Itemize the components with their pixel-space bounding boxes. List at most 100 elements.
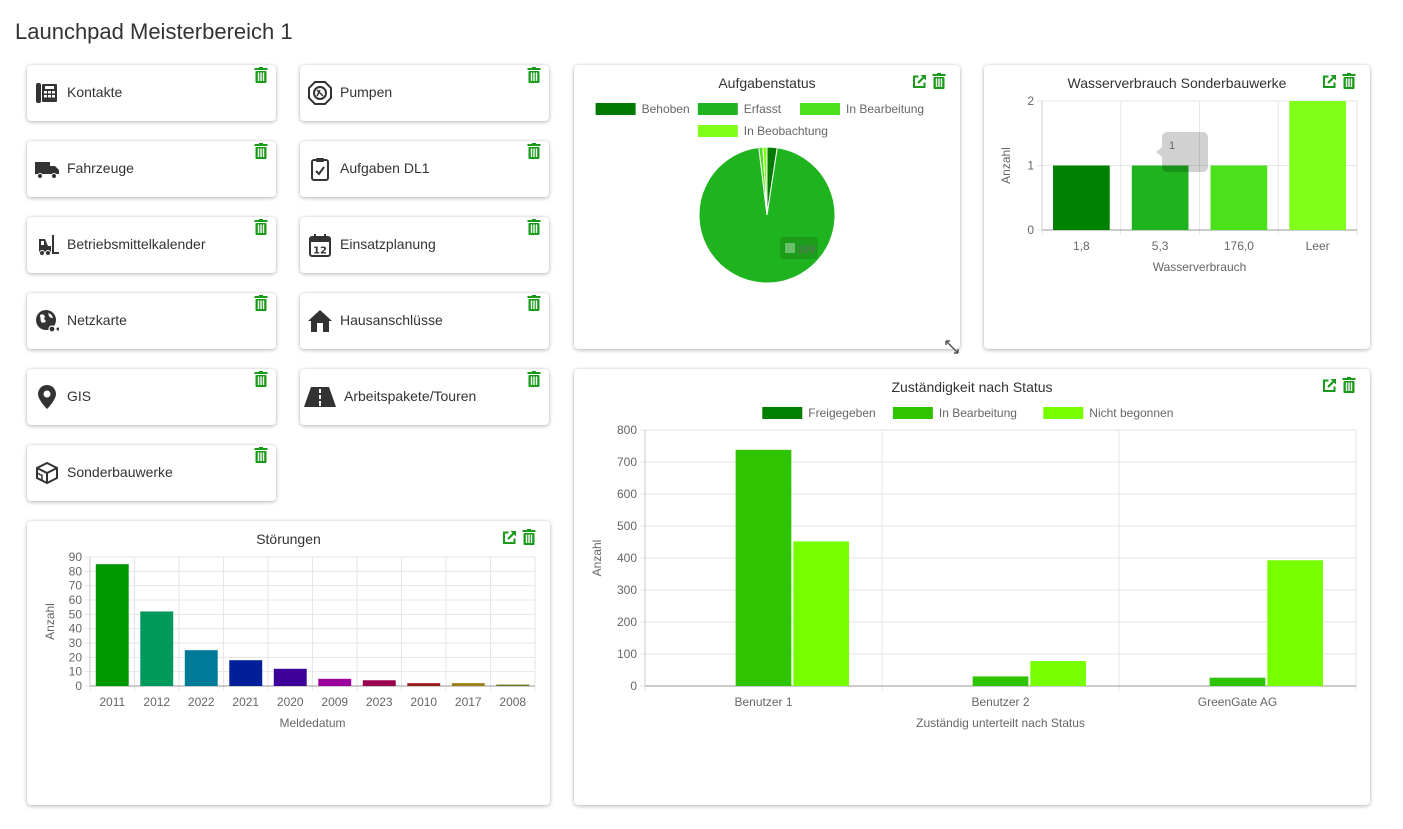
y-tick-label: 300 xyxy=(617,583,637,597)
tooltip-arrow xyxy=(1156,147,1162,157)
tooltip-box xyxy=(780,237,818,259)
tile-einsatzplanung[interactable]: 12 Einsatzplanung xyxy=(300,217,549,273)
trash-icon[interactable] xyxy=(527,219,541,235)
trash-icon[interactable] xyxy=(254,371,268,387)
tile-label: Netzkarte xyxy=(67,312,127,328)
trash-icon[interactable] xyxy=(254,447,268,463)
pie-slice xyxy=(766,146,778,216)
open-external-icon[interactable] xyxy=(912,74,927,89)
trash-icon[interactable] xyxy=(527,295,541,311)
y-tick-label: 20 xyxy=(69,650,83,664)
tile-betriebsmittelkalender[interactable]: Betriebsmittelkalender xyxy=(27,217,276,273)
bar xyxy=(229,660,263,686)
bar xyxy=(735,449,792,686)
pie-slice xyxy=(698,146,836,284)
open-external-icon[interactable] xyxy=(1322,74,1337,89)
legend-label: In Bearbeitung xyxy=(846,102,924,116)
map-marker-icon xyxy=(38,385,56,409)
open-external-icon[interactable] xyxy=(502,530,517,545)
bar xyxy=(1131,165,1189,230)
pump-icon xyxy=(308,81,332,105)
road-icon xyxy=(304,387,336,407)
x-tick-label: 2021 xyxy=(232,695,259,709)
forklift-icon xyxy=(39,235,59,256)
legend-swatch xyxy=(800,103,840,115)
trash-icon[interactable] xyxy=(1342,73,1356,89)
bar xyxy=(1210,165,1268,230)
widget-aufgabenstatus: Aufgabenstatus Behoben Erfasst In Bearbeit… xyxy=(574,65,960,354)
x-tick-label: Benutzer 1 xyxy=(734,695,792,709)
y-tick-label: 400 xyxy=(617,551,637,565)
phone-directory-icon xyxy=(36,83,57,103)
tooltip-box xyxy=(1162,132,1208,172)
x-tick-label: 2020 xyxy=(277,695,304,709)
widget-title: Wasserverbrauch Sonderbauwerke xyxy=(1067,75,1287,91)
legend-swatch xyxy=(762,407,803,419)
tile-sonderbauwerke[interactable]: Sonderbauwerke xyxy=(27,445,276,501)
bar xyxy=(184,650,218,686)
legend-label: In Bearbeitung xyxy=(939,406,1017,420)
bar xyxy=(1209,677,1266,686)
x-axis-label: Meldedatum xyxy=(279,716,345,730)
y-tick-label: 0 xyxy=(1027,223,1034,237)
y-tick-label: 2 xyxy=(1027,94,1034,108)
trash-icon[interactable] xyxy=(527,371,541,387)
x-tick-label: 2012 xyxy=(143,695,170,709)
bar xyxy=(972,676,1029,686)
x-tick-label: 1,8 xyxy=(1073,239,1090,253)
x-tick-label: Benutzer 2 xyxy=(971,695,1029,709)
tile-label: Aufgaben DL1 xyxy=(340,160,430,176)
tile-label: Kontakte xyxy=(67,84,123,100)
y-tick-label: 70 xyxy=(69,579,83,593)
tile-aufgaben-dl1[interactable]: Aufgaben DL1 xyxy=(300,141,549,197)
tooltip-text: 199 xyxy=(797,244,815,256)
legend-swatch xyxy=(595,103,636,115)
legend-label: Freigegeben xyxy=(808,406,875,420)
trash-icon[interactable] xyxy=(254,67,268,83)
tile-label: Hausanschlüsse xyxy=(340,312,443,328)
tile-label: Fahrzeuge xyxy=(67,160,134,176)
trash-icon[interactable] xyxy=(254,143,268,159)
tile-kontakte[interactable]: Kontakte xyxy=(27,65,276,121)
bar xyxy=(1267,560,1324,686)
trash-icon[interactable] xyxy=(1342,377,1356,393)
trash-icon[interactable] xyxy=(254,219,268,235)
bar xyxy=(362,680,396,686)
clipboard-check-icon xyxy=(311,158,329,181)
tile-arbeitspakete-touren[interactable]: Arbeitspakete/Touren xyxy=(300,369,549,425)
trash-icon[interactable] xyxy=(522,529,536,545)
tile-fahrzeuge[interactable]: Fahrzeuge xyxy=(27,141,276,197)
bar xyxy=(496,684,530,686)
bar xyxy=(1289,101,1346,230)
legend-label: Nicht begonnen xyxy=(1089,406,1173,420)
tile-hausanschluesse[interactable]: Hausanschlüsse xyxy=(300,293,549,349)
x-tick-label: Leer xyxy=(1306,239,1330,253)
trash-icon[interactable] xyxy=(254,295,268,311)
resize-icon[interactable] xyxy=(945,340,959,354)
legend-label: Behoben xyxy=(642,102,690,116)
y-tick-label: 200 xyxy=(617,615,637,629)
x-tick-label: 2010 xyxy=(410,695,437,709)
trash-icon[interactable] xyxy=(527,67,541,83)
tile-pumpen[interactable]: Pumpen xyxy=(300,65,549,121)
y-tick-label: 500 xyxy=(617,519,637,533)
tile-netzkarte[interactable]: Netzkarte xyxy=(27,293,276,349)
legend-swatch xyxy=(892,407,933,419)
trash-icon[interactable] xyxy=(932,73,946,89)
trash-icon[interactable] xyxy=(527,143,541,159)
tile-label: Einsatzplanung xyxy=(340,236,436,252)
legend-swatch xyxy=(1043,407,1084,419)
y-axis-label: Anzahl xyxy=(590,540,604,577)
bar-chart: 0 1 2 1,8 5,3 176,0 Leer Wasserverbrauch Anzahl 1 xyxy=(999,94,1358,274)
tile-gis[interactable]: GIS xyxy=(27,369,276,425)
tile-label: Sonderbauwerke xyxy=(67,464,173,480)
legend-label: In Beobachtung xyxy=(744,124,828,138)
bar xyxy=(793,541,850,686)
x-tick-label: 176,0 xyxy=(1224,239,1254,253)
open-external-icon[interactable] xyxy=(1322,378,1337,393)
grouped-bar-chart: Freigegeben In Bearbeitung Nicht begonnen 0… xyxy=(590,406,1357,730)
y-tick-label: 80 xyxy=(69,564,83,578)
legend-swatch xyxy=(697,103,738,115)
bar xyxy=(140,611,174,686)
